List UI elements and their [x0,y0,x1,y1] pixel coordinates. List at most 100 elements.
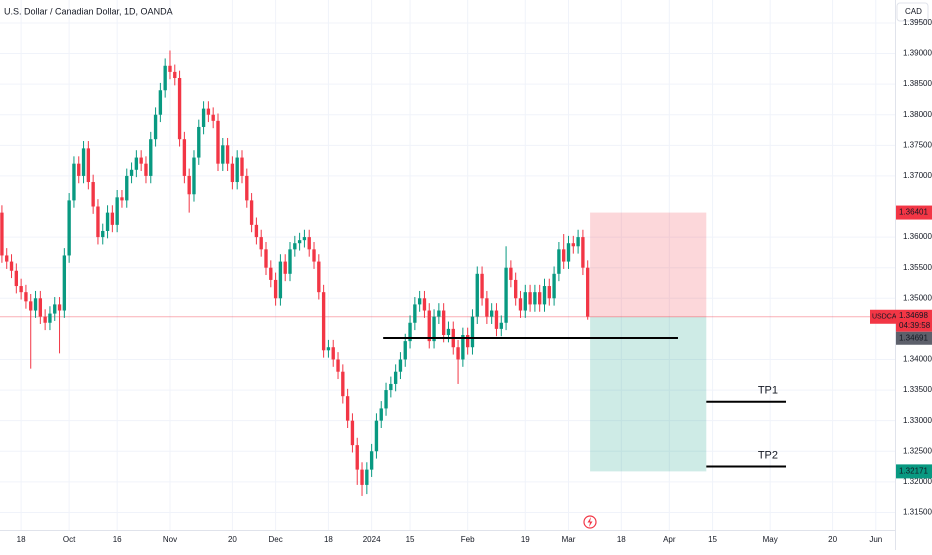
candle-body [240,157,244,176]
candle-body [542,286,547,305]
candle-body [14,270,19,287]
candle-body [177,78,182,140]
currency-button[interactable] [896,2,929,22]
y-tick-label: 1.38000 [903,110,932,119]
candle-body [211,114,215,121]
candle-body [278,261,283,299]
candle-body [105,212,110,231]
candle-body [264,249,268,268]
candle-body [144,163,148,176]
candle-body [120,197,124,201]
candle-body [302,237,307,241]
candle-body [398,359,403,372]
candle-body [432,316,436,342]
x-tick-label: 15 [708,535,717,544]
candle-body [168,65,172,72]
candle-body [125,175,129,201]
candle-body [288,249,292,274]
candle-body [374,420,379,452]
y-tick-label: 1.34000 [903,355,932,364]
candle-body [403,341,407,360]
x-tick-label: 20 [228,535,237,544]
candle-body [158,90,163,115]
entry-price-tag: 1.34698 [899,311,928,320]
y-tick-label: 1.32500 [903,446,932,455]
x-tick-label: 18 [617,535,626,544]
x-tick-label: 2024 [363,535,381,544]
candle-body [153,114,158,140]
candle-body [509,267,513,280]
candle-body [192,157,196,195]
candle-body [81,148,86,176]
symbol-tag-box [870,309,896,324]
x-tick-label: Jun [869,535,882,544]
x-tick-label: May [763,535,778,544]
candle-body [576,237,580,247]
candle-body [552,273,556,299]
y-tick-label: 1.32000 [903,477,932,486]
candle-body [5,255,9,262]
candle-body [297,240,302,244]
y-tick-label: 1.38500 [903,79,932,88]
candle-body [53,304,57,314]
candle-body [187,175,191,195]
candle-body [24,292,28,302]
candle-body [43,316,47,323]
y-tick-label: 1.37000 [903,171,932,180]
x-tick-label: Nov [163,535,177,544]
candle-body [365,469,369,485]
candle-body [336,359,340,372]
candle-body [129,169,134,176]
candle-body [259,237,263,250]
candle-body [384,390,388,409]
x-tick-label: Mar [562,535,576,544]
candle-body [470,316,475,348]
candle-body [67,200,71,256]
candle-body [96,206,100,238]
candle-body [408,322,412,342]
candle-body [538,292,542,305]
candle-body [369,451,374,470]
candle-body [514,279,518,299]
candle-body [110,212,115,225]
stop-price-tag-box [896,205,932,220]
candle-body [581,237,585,268]
candle-body [557,249,561,274]
target-zone [590,316,707,472]
candle-body [86,148,91,183]
candle-body [230,163,235,183]
candle-body [201,108,206,127]
candle-body [0,212,4,256]
candle-body [134,157,139,170]
candle-body [283,261,287,274]
candle-body [91,182,95,207]
x-tick-label: 16 [113,535,122,544]
x-tick-label: 18 [17,535,26,544]
x-tick-label: Apr [663,535,676,544]
candle-body [389,383,393,391]
candle-body [528,292,532,305]
line-label: TP2 [758,449,778,461]
currency-button-label[interactable]: CAD [905,7,922,16]
candle-body [562,249,566,262]
line-label: TP1 [758,385,778,397]
lightning-icon[interactable] [583,515,597,529]
candle-body [254,224,259,238]
candle-body [245,175,249,201]
candle-body [571,243,575,247]
candle-body [355,445,359,470]
stop-zone [590,212,707,317]
candle-body [235,157,239,183]
candle-body [225,145,230,164]
candle-body [101,230,105,238]
y-tick-label: 1.39500 [903,18,932,27]
candle-body [504,267,508,323]
candle-body [331,347,335,360]
y-tick-label: 1.33500 [903,385,932,394]
candle-body [413,304,417,323]
bid-tag: 1.34691 [899,333,928,342]
candle-body [499,322,503,329]
candle-body [163,65,167,91]
